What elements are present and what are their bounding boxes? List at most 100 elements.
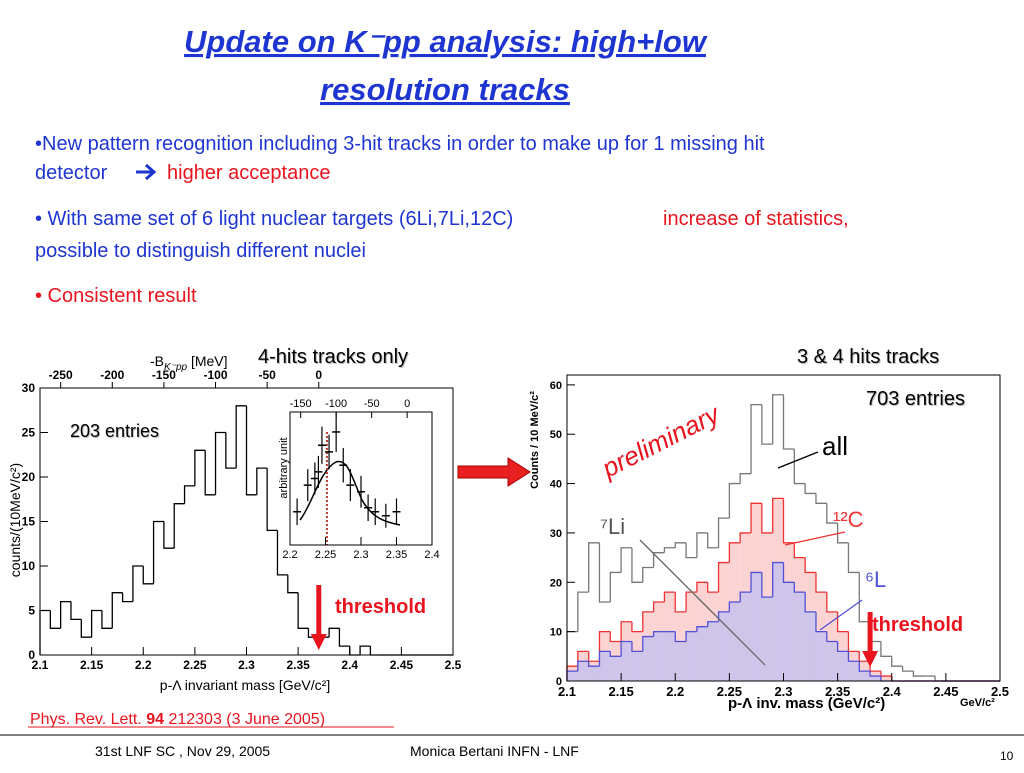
hist-bar [794, 592, 806, 681]
hist-step [826, 631, 838, 643]
y-tick-label: 20 [550, 577, 562, 589]
x-axis-label: p-Λ invariant mass [GeV/c²] [160, 677, 330, 693]
hist-bar [686, 631, 697, 681]
x-tick-label: 2.2 [666, 684, 684, 699]
x-tick-label: 2.35 [825, 684, 850, 699]
big-arrow [457, 457, 531, 487]
x2-tick-label: -150 [290, 398, 312, 410]
x2-tick-label: -50 [364, 398, 380, 410]
hist-step [80, 619, 92, 638]
hist-step [815, 572, 827, 593]
x-tick-label: 2.25 [183, 658, 207, 672]
hist-step [793, 449, 806, 485]
arrow-icon [136, 163, 157, 181]
hist-step [674, 592, 687, 613]
hist-step [728, 482, 741, 519]
x2-tick-label: -100 [204, 368, 228, 382]
y-tick-label: 0 [28, 648, 35, 662]
hist-step [663, 591, 676, 603]
hist-step [359, 645, 371, 655]
hist-step [674, 542, 687, 548]
x-tick-label: 2.45 [933, 684, 958, 699]
hist-step [685, 630, 697, 642]
x-tick-label: 2.4 [424, 549, 439, 561]
hist-step [349, 646, 361, 656]
y-tick-label: 10 [22, 559, 36, 573]
hist-step [761, 503, 773, 534]
x-axis-label: p-Λ inv. mass (GeV/c²) [728, 695, 885, 712]
hist-step [847, 651, 860, 662]
y-tick-label: 5 [28, 604, 35, 618]
hist-step [858, 661, 871, 672]
x2-tick-label: -100 [325, 398, 347, 410]
x-tick-label: 2.4 [883, 684, 902, 699]
hist-step [214, 431, 226, 495]
hist-step [631, 641, 643, 653]
hist-bar [859, 671, 871, 681]
threshold-arrowhead [310, 634, 327, 650]
hist-step [663, 547, 676, 553]
hist-bar [621, 641, 632, 681]
hist-step [642, 611, 654, 632]
x-tick-label: 2.25 [315, 549, 336, 561]
hist-step [782, 498, 795, 544]
hist-step [728, 542, 741, 563]
hist-step [891, 676, 903, 682]
annotation: threshold [872, 614, 963, 636]
y-tick-label: 20 [22, 470, 36, 484]
hist-step [142, 566, 154, 585]
hist-step [642, 635, 654, 652]
plot-label: 4-hits tracks only [258, 346, 408, 368]
hist-step [869, 671, 881, 677]
hist-step [297, 592, 309, 629]
hist-bar [567, 671, 578, 681]
hist-step [609, 571, 622, 603]
hist-step [804, 483, 816, 495]
hist-step [685, 542, 697, 559]
hist-bar [826, 641, 838, 681]
hist-step [620, 547, 632, 573]
hist-step [60, 600, 71, 629]
reference-journal: Phys. Rev. Lett. [30, 711, 142, 728]
hist-step [369, 646, 381, 656]
hist-step [588, 661, 600, 667]
hist-step [631, 621, 643, 633]
bullet: • With same set of 6 light nuclear targe… [35, 208, 513, 230]
x-tick-label: 2.1 [32, 658, 49, 672]
hist-step [163, 521, 175, 549]
hist-step [891, 656, 903, 667]
page-number: 10 [1000, 749, 1014, 763]
hist-step [652, 601, 665, 612]
hist-step [782, 394, 795, 450]
y-axis-label: arbitrary unit [278, 437, 290, 498]
hist-step [707, 532, 719, 549]
bullet-highlight: • Consistent result [35, 285, 197, 307]
x2-tick-label: -50 [258, 368, 276, 382]
hist-step [804, 592, 816, 613]
hist-step [717, 561, 730, 593]
hist-bar [805, 611, 816, 681]
hist-bar [631, 651, 643, 681]
x-tick-label: 2.35 [386, 549, 407, 561]
y-tick-label: 10 [550, 627, 562, 639]
hist-step [750, 502, 762, 533]
x2-tick-label: -250 [49, 368, 73, 382]
y-tick-label: 50 [550, 429, 562, 441]
hist-step [225, 432, 237, 469]
bullet: possible to distinguish different nuclei [35, 240, 366, 262]
hist-step [132, 565, 144, 602]
hist-step [609, 651, 622, 657]
hist-step [901, 666, 914, 672]
hist-step [815, 611, 827, 633]
hist-bar [610, 656, 622, 681]
hist-step [707, 582, 719, 593]
y-axis-label: Counts / 10 MeV/c² [529, 391, 541, 489]
hist-step [194, 449, 206, 486]
hist-step [750, 403, 762, 474]
bullet-highlight: higher acceptance [167, 162, 330, 184]
hist-step [39, 609, 51, 655]
footer-text: 31st LNF SC , Nov 29, 2005 [95, 743, 270, 759]
x-tick-label: 2.15 [608, 684, 633, 699]
